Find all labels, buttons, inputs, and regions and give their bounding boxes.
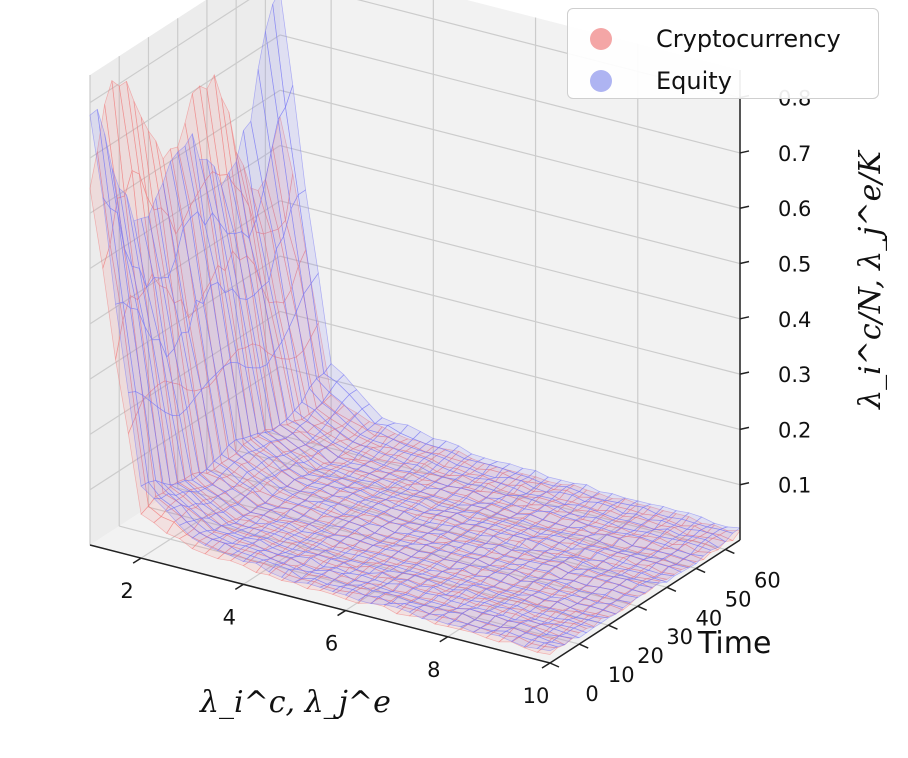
- z-tick-mark: [739, 426, 750, 431]
- y-axis-label: Time: [697, 626, 771, 661]
- grid-line-z-back: [279, 366, 741, 486]
- z-tick-label: 0.2: [778, 418, 811, 442]
- grid-line-z-left: [89, 310, 281, 435]
- z-tick-mark: [739, 205, 750, 209]
- axis-lines: [89, 70, 741, 664]
- grid-line-z-back: [279, 144, 741, 265]
- z-axis-ticks: 0.10.20.30.40.50.60.70.8: [739, 87, 811, 498]
- x-tick-label: 8: [427, 658, 440, 682]
- z-tick-mark: [739, 316, 750, 320]
- surfaces: [89, 0, 741, 655]
- z-tick-label: 0.7: [778, 142, 811, 166]
- x-tick-label: 10: [523, 684, 550, 708]
- z-tick-mark: [739, 150, 750, 154]
- x-tick-mark: [541, 662, 551, 669]
- y-tick-label: 40: [696, 606, 723, 630]
- z-tick-mark: [739, 481, 750, 486]
- surface-cryptocurrency: [89, 73, 741, 655]
- z-tick-mark: [739, 371, 750, 375]
- y-tick-mark: [725, 548, 735, 555]
- x-tick-mark: [337, 609, 346, 617]
- z-tick-mark: [739, 260, 750, 265]
- z-tick-label: 0.4: [778, 308, 811, 332]
- y-tick-mark: [549, 662, 560, 668]
- grid-line-z-back: [279, 255, 741, 375]
- x-tick-label: 2: [120, 579, 133, 603]
- x-tick-label: 4: [223, 605, 236, 629]
- grid-line-y-floor: [177, 487, 638, 607]
- grid-line-x-floor: [140, 434, 332, 559]
- y-tick-label: 30: [666, 625, 693, 649]
- z-axis-label: λ_i^c/N, λ_j^e/K: [853, 150, 888, 410]
- legend-item-cryptocurrency: Cryptocurrency: [590, 24, 841, 54]
- y-tick-label: 50: [725, 587, 752, 611]
- legend-marker-cryptocurrency: [590, 28, 612, 50]
- grid-line-z-left: [89, 34, 281, 159]
- x-axis-line: [89, 544, 551, 664]
- y-tick-mark: [695, 567, 706, 574]
- grid-line-z-back: [279, 200, 741, 320]
- x-axis-label: λ_i^c, λ_j^e: [199, 685, 391, 720]
- grid-line-z-back: [279, 34, 741, 154]
- grid-line-z-left: [89, 255, 281, 380]
- x-tick-mark: [439, 636, 449, 643]
- x-tick-mark: [234, 583, 244, 590]
- grid-line-z-left: [89, 89, 281, 214]
- y-tick-label: 20: [637, 644, 664, 668]
- legend-label: Cryptocurrency: [656, 25, 841, 53]
- z-tick-label: 0.5: [778, 253, 811, 277]
- x-tick-label: 6: [325, 632, 338, 656]
- grid-line-z-back: [279, 89, 741, 209]
- grid-line-z-left: [89, 366, 281, 491]
- x-tick-mark: [132, 557, 142, 564]
- legend-marker-equity: [590, 70, 612, 92]
- y-axis-line: [549, 539, 741, 664]
- z-tick-label: 0.6: [778, 197, 811, 221]
- legend-item-equity: Equity: [590, 66, 732, 96]
- grid-line-x-floor: [243, 460, 434, 585]
- z-tick-label: 0.1: [778, 474, 811, 498]
- y-tick-mark: [578, 643, 589, 649]
- y-tick-label: 60: [754, 568, 781, 592]
- grid-line-z-left: [89, 0, 250, 104]
- axis-labels: λ_i^c, λ_j^e Time λ_i^c/N, λ_j^e/K: [199, 150, 888, 720]
- y-tick-label: 0: [585, 682, 598, 706]
- axes-panes: [90, 0, 740, 663]
- y-tick-mark: [666, 586, 677, 592]
- y-tick-mark: [608, 624, 618, 630]
- x-axis-ticks: 2 4 6 8 10: [120, 557, 551, 708]
- grid-line-z-back: [279, 310, 741, 430]
- surface-face: [536, 642, 559, 652]
- legend-label: Equity: [656, 67, 732, 95]
- surface-equity: [89, 0, 741, 652]
- grid-line-z-left: [89, 200, 281, 325]
- y-tick-mark: [637, 605, 647, 611]
- z-tick-label: 0.3: [778, 363, 811, 387]
- legend: Cryptocurrency Equity: [567, 8, 879, 99]
- y-tick-label: 10: [608, 663, 635, 687]
- back-pane: [280, 0, 740, 540]
